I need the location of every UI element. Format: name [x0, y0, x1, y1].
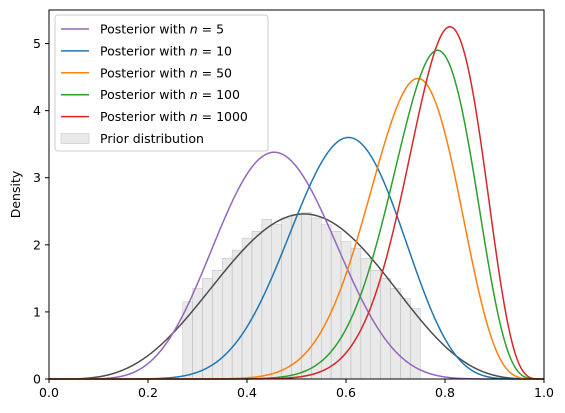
- prior-hist-bar: [291, 214, 302, 380]
- x-tick-label: 1.0: [534, 385, 554, 400]
- x-axis: 0.0 0.2 0.4 0.6 0.8 1.0: [39, 379, 554, 400]
- legend: Posterior with n = 5 Posterior with n = 1…: [54, 14, 269, 152]
- prior-hist-bar: [192, 288, 203, 380]
- y-tick-label: 1: [33, 304, 41, 319]
- x-tick-label: 0.0: [39, 385, 59, 400]
- y-axis: 0 1 2 3 4 5: [33, 36, 49, 387]
- legend-label: Posterior with n = 50: [100, 65, 232, 80]
- legend-box: [54, 14, 269, 152]
- prior-hist-bar: [251, 231, 263, 380]
- prior-hist-bar: [271, 224, 282, 380]
- prior-hist-bar: [241, 237, 253, 380]
- x-tick-label: 0.4: [237, 385, 257, 400]
- y-tick-label: 2: [33, 237, 41, 252]
- axes-frame: [48, 9, 545, 380]
- legend-label: Posterior with n = 1000: [100, 109, 248, 124]
- legend-label: Posterior with n = 5: [100, 22, 224, 37]
- prior-hist-bar: [380, 278, 391, 380]
- prior-hist-bar: [301, 212, 312, 380]
- prior-hist-bar: [212, 270, 223, 380]
- legend-label: Posterior with n = 100: [100, 87, 240, 102]
- prior-hist-bar: [400, 298, 411, 380]
- y-tick-label: 0: [33, 372, 41, 387]
- prior-hist-bar: [222, 257, 233, 380]
- prior-kde-line: [49, 213, 544, 380]
- y-axis-label: Density: [8, 170, 23, 218]
- prior-hist-bar: [350, 247, 362, 380]
- x-tick-label: 0.6: [336, 385, 356, 400]
- prior-hist-bar: [261, 219, 273, 380]
- prior-hist-bar: [231, 249, 243, 380]
- posterior-line-1: [49, 151, 544, 380]
- x-tick-label: 0.2: [138, 385, 158, 400]
- legend-label: Posterior with n = 10: [100, 43, 232, 58]
- x-tick-label: 0.8: [435, 385, 455, 400]
- prior-hist-bar: [330, 231, 342, 380]
- prior-hist-bar: [321, 224, 332, 380]
- y-tick-label: 3: [33, 170, 41, 185]
- legend-label-prior: Prior distribution: [100, 131, 204, 146]
- prior-hist-bar: [390, 288, 401, 380]
- y-tick-label: 5: [33, 36, 41, 51]
- prior-hist-bar: [311, 217, 322, 380]
- prior-histogram: [182, 212, 421, 380]
- legend-swatch-prior: [60, 133, 90, 144]
- y-tick-label: 4: [33, 103, 41, 118]
